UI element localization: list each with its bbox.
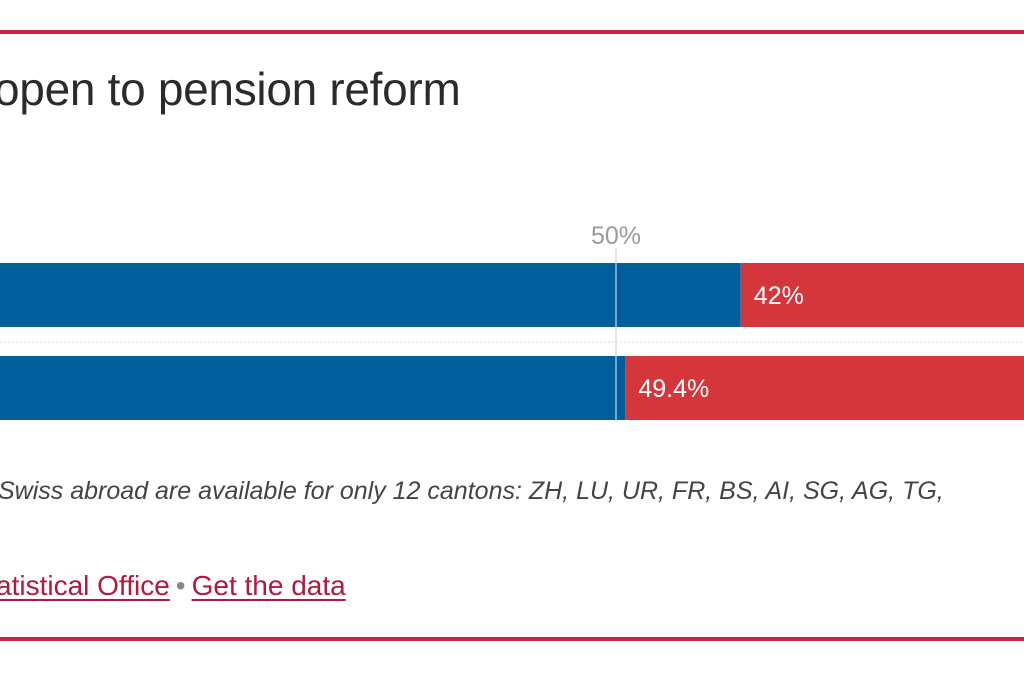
data-label-row-1: 42% — [754, 282, 804, 310]
chart-title: open to pension reform — [0, 63, 461, 115]
bar-segment-left-row-1 — [0, 263, 741, 327]
bar-segment-right-row-1 — [740, 263, 1024, 327]
chart-note: Swiss abroad are available for only 12 c… — [0, 477, 944, 505]
bar-segment-left-row-2 — [0, 356, 626, 420]
reference-label-50: 50% — [591, 222, 641, 250]
data-label-row-2: 49.4% — [638, 375, 709, 403]
top-rule — [0, 30, 1024, 34]
bottom-rule — [0, 637, 1024, 641]
get-data-link[interactable]: Get the data — [191, 570, 346, 601]
source-separator: • — [175, 570, 186, 601]
source-line: atistical Office • Get the data — [0, 570, 346, 602]
source-link[interactable]: atistical Office — [0, 570, 170, 601]
stacked-bar-chart: 42% 49.4% 50% — [0, 222, 1024, 420]
bar-segment-right-row-2 — [625, 356, 1024, 420]
